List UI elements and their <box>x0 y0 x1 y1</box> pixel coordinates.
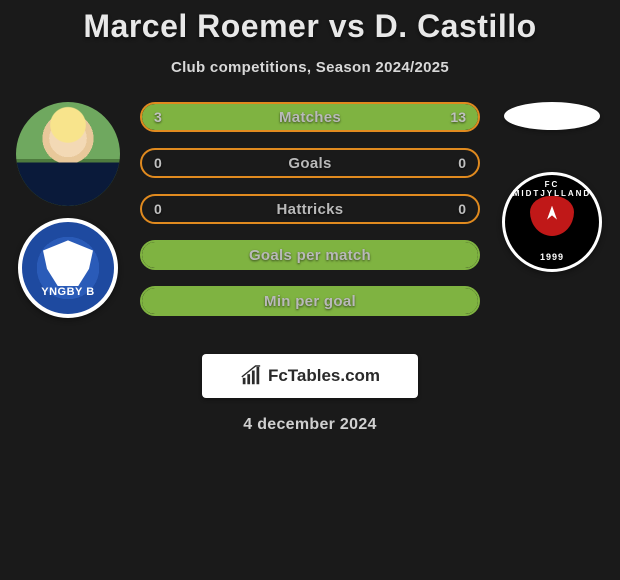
club-abbrev-left: YNGBY B <box>22 286 114 298</box>
stat-bars: 313Matches 00Goals 00Hattricks Goals per ma… <box>140 102 480 332</box>
page-subtitle: Club competitions, Season 2024/2025 <box>0 59 620 76</box>
club-badge-right: FC MIDTJYLLAND 1999 <box>502 172 602 272</box>
right-player-column: FC MIDTJYLLAND 1999 <box>492 102 612 272</box>
chart-icon <box>240 365 262 387</box>
comparison-content: YNGBY B FC MIDTJYLLAND 1999 313Matches 00… <box>0 102 620 342</box>
brand-logo[interactable]: FcTables.com <box>202 354 418 398</box>
stat-label: Min per goal <box>142 293 478 310</box>
comparison-card: Marcel Roemer vs D. Castillo Club compet… <box>0 0 620 434</box>
stat-row: Min per goal <box>140 286 480 316</box>
club-name-right: FC MIDTJYLLAND <box>505 180 599 198</box>
left-player-column: YNGBY B <box>8 102 128 318</box>
stat-row: Goals per match <box>140 240 480 270</box>
club-badge-left: YNGBY B <box>18 218 118 318</box>
stat-row: 00Hattricks <box>140 194 480 224</box>
stat-row: 00Goals <box>140 148 480 178</box>
footer-date: 4 december 2024 <box>0 416 620 434</box>
club-ring-text: FC MIDTJYLLAND 1999 <box>505 175 599 269</box>
stat-row: 313Matches <box>140 102 480 132</box>
player-avatar-right-placeholder <box>504 102 600 130</box>
player-avatar-left <box>16 102 120 206</box>
brand-text: FcTables.com <box>268 366 380 386</box>
page-title: Marcel Roemer vs D. Castillo <box>0 8 620 45</box>
stat-label: Hattricks <box>142 201 478 218</box>
stat-label: Goals <box>142 155 478 172</box>
stat-label: Goals per match <box>142 247 478 264</box>
stat-label: Matches <box>142 109 478 126</box>
club-year-right: 1999 <box>505 252 599 262</box>
